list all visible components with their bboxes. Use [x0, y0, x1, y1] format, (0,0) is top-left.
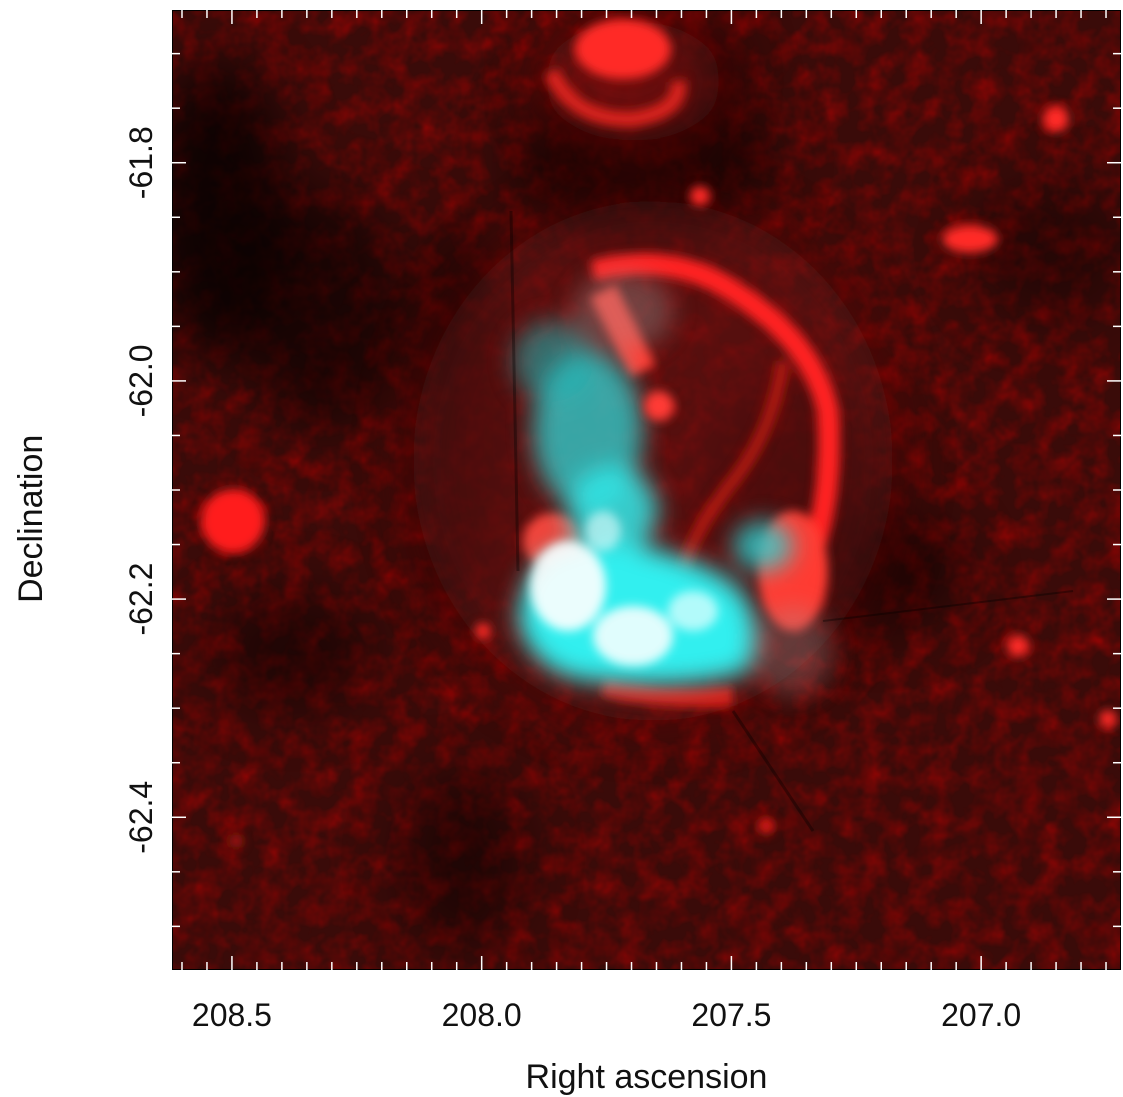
- y-tick-label: -61.8: [123, 126, 159, 199]
- point-sources: [201, 106, 1117, 848]
- y-tick-label: -62.2: [123, 563, 159, 636]
- x-tick-label: 208.5: [192, 997, 272, 1033]
- sky-image-panel: [172, 10, 1121, 970]
- dark-filaments: [509, 210, 1074, 832]
- x-tick-label: 207.5: [691, 997, 771, 1033]
- composite-sky-image: [173, 11, 1120, 969]
- x-tick-label: 208.0: [442, 997, 522, 1033]
- y-axis-title: Declination: [12, 435, 50, 603]
- y-tick-label: -62.0: [123, 344, 159, 417]
- y-tick-label: -62.4: [123, 781, 159, 854]
- x-axis-title: Right ascension: [526, 1058, 768, 1096]
- x-tick-label: 207.0: [941, 997, 1021, 1033]
- overlap-regions: [530, 511, 718, 666]
- radio-shell: [523, 19, 840, 708]
